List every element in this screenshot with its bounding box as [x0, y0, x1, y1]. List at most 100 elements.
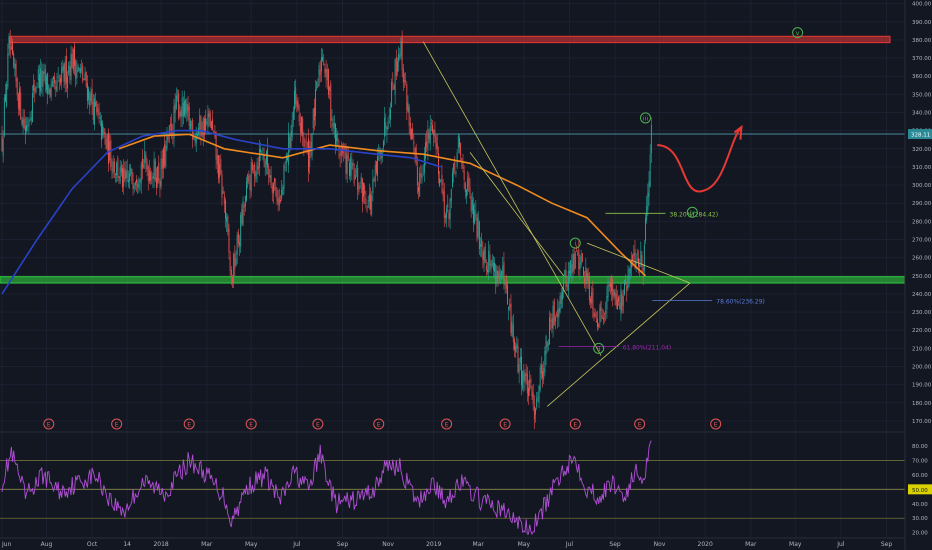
- candle: [295, 79, 297, 109]
- candle: [440, 179, 442, 183]
- candle: [371, 191, 373, 217]
- candle: [186, 98, 188, 123]
- earnings-marker[interactable]: [312, 418, 324, 430]
- candle: [471, 191, 473, 215]
- candle: [281, 180, 283, 202]
- candle: [10, 36, 12, 51]
- earnings-marker[interactable]: [441, 418, 453, 430]
- candle: [234, 245, 236, 277]
- candle: [567, 261, 569, 298]
- earnings-marker[interactable]: [245, 418, 257, 430]
- candle: [270, 166, 272, 189]
- candle: [118, 176, 120, 185]
- candle: [461, 157, 463, 170]
- candle: [136, 175, 137, 192]
- candle: [444, 212, 446, 224]
- candle: [155, 167, 157, 196]
- candle: [247, 173, 249, 189]
- candle: [255, 170, 257, 183]
- candle: [8, 33, 10, 56]
- candle: [448, 209, 450, 228]
- candle: [346, 146, 348, 184]
- time-tick-label: Sep: [337, 541, 349, 548]
- wave-label-circle: [792, 27, 804, 39]
- candle: [566, 283, 568, 291]
- candle: [227, 213, 229, 236]
- candle: [352, 159, 354, 170]
- earnings-marker[interactable]: [183, 418, 195, 430]
- candle: [613, 289, 615, 300]
- earnings-marker[interactable]: [634, 418, 646, 430]
- candle: [615, 285, 617, 309]
- candle: [373, 176, 375, 183]
- candle: [223, 191, 225, 213]
- candle: [137, 179, 139, 195]
- earnings-marker[interactable]: [111, 418, 123, 430]
- candle: [401, 30, 403, 78]
- candle: [242, 196, 244, 227]
- candle: [99, 111, 101, 127]
- candle: [57, 66, 59, 83]
- candle: [58, 74, 60, 91]
- candle: [89, 91, 91, 115]
- price-tick-label: 360.00: [912, 74, 932, 80]
- candle: [358, 182, 360, 196]
- candle: [540, 356, 542, 380]
- candle: [405, 72, 407, 86]
- candle: [551, 313, 553, 333]
- candle: [572, 249, 574, 281]
- earnings-marker[interactable]: [43, 418, 55, 430]
- candle: [489, 244, 491, 273]
- price-tick-label: 220.00: [912, 328, 932, 334]
- candle: [602, 309, 604, 325]
- candle: [612, 277, 614, 307]
- earnings-marker[interactable]: [373, 418, 385, 430]
- candle: [148, 159, 150, 185]
- candle: [172, 123, 174, 145]
- candle: [265, 149, 267, 175]
- price-tick-label: 270.00: [912, 237, 932, 243]
- price-tick-label: 320.00: [912, 147, 932, 153]
- candle: [587, 267, 589, 290]
- fib-level-label: 38.20%(284.42): [670, 211, 719, 218]
- candle: [207, 105, 209, 134]
- earnings-label: E: [445, 422, 449, 429]
- candle: [115, 172, 116, 183]
- candle: [350, 153, 352, 183]
- candle: [532, 383, 534, 411]
- candle: [635, 253, 637, 273]
- time-tick-label: May: [518, 541, 531, 548]
- candle: [359, 182, 361, 189]
- candle: [516, 336, 518, 353]
- candle: [168, 124, 170, 144]
- earnings-marker[interactable]: [569, 418, 581, 430]
- candle: [292, 106, 294, 128]
- candle: [442, 179, 444, 202]
- candle: [106, 134, 108, 155]
- candle: [443, 182, 445, 228]
- trendline-down: [422, 41, 602, 356]
- candle: [400, 37, 402, 60]
- earnings-marker[interactable]: [499, 418, 511, 430]
- candle: [491, 254, 493, 268]
- time-tick-label: Mar: [201, 541, 213, 548]
- wave-label-v: v: [796, 29, 800, 37]
- candle: [325, 59, 327, 88]
- candle: [222, 186, 224, 195]
- candle: [187, 95, 189, 121]
- candle: [85, 71, 87, 89]
- candle: [180, 106, 182, 128]
- earnings-marker[interactable]: [710, 418, 722, 430]
- candle: [226, 212, 228, 232]
- candle: [496, 265, 498, 288]
- candle: [232, 274, 233, 289]
- candle: [146, 158, 148, 177]
- candle: [129, 164, 130, 190]
- candle: [308, 128, 309, 182]
- projection-path: [657, 126, 743, 193]
- candle: [357, 161, 359, 200]
- candle: [604, 312, 605, 324]
- candle: [523, 363, 525, 393]
- earnings-label: E: [187, 422, 191, 429]
